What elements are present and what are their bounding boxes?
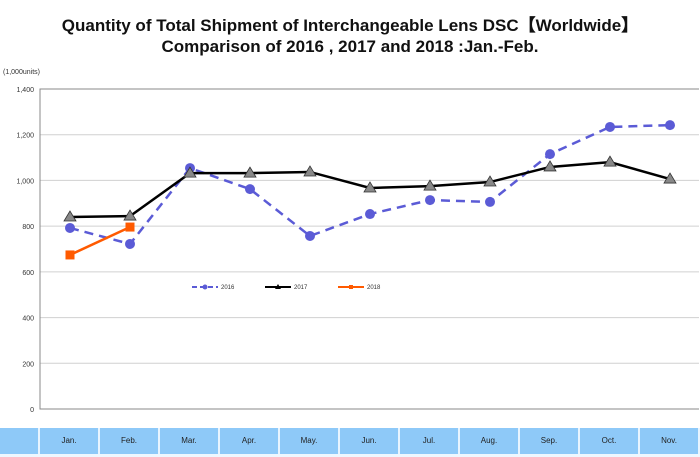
month-header-cell: Aug.	[460, 428, 520, 454]
legend-label-2017: 2017	[294, 285, 308, 291]
data-point-2016	[65, 222, 75, 233]
data-point-2018	[65, 250, 75, 260]
data-point-2017	[423, 179, 437, 191]
y-tick-label: 1,200	[16, 133, 34, 140]
month-header-cell: Jan.	[40, 428, 100, 454]
table-body-strip	[0, 454, 700, 457]
month-header-cell: Nov.	[640, 428, 700, 454]
data-point-2016	[425, 195, 435, 206]
plot-frame	[39, 88, 699, 410]
month-header-cell: Apr.	[220, 428, 280, 454]
data-point-2017	[543, 160, 557, 172]
data-point-2016	[665, 120, 675, 131]
data-point-2017	[123, 209, 137, 221]
data-point-2017	[243, 166, 257, 178]
month-header-cell: Oct.	[580, 428, 640, 454]
month-header-cell: Jul.	[400, 428, 460, 454]
month-header-cell: Sep.	[520, 428, 580, 454]
data-point-2018	[125, 222, 135, 232]
data-point-2017	[483, 175, 497, 187]
y-tick-label: 1,000	[16, 178, 34, 185]
chart-subtitle: Comparison of 2016 , 2017 and 2018 :Jan.…	[161, 37, 539, 56]
month-header-cell: Mar.	[160, 428, 220, 454]
y-tick-label: 1,400	[16, 87, 34, 94]
data-point-2016	[545, 149, 555, 160]
month-header-row: Jan. Feb. Mar. Apr. May. Jun. Jul. Aug. Sep. Oct.…	[0, 428, 700, 454]
y-axis-unit-label: (1,000units)	[3, 69, 40, 76]
legend-marker-2018	[349, 285, 353, 289]
y-tick-label: 600	[22, 270, 34, 277]
legend-marker-2016	[202, 284, 208, 290]
legend-marker-2017	[275, 284, 281, 289]
data-point-2017	[663, 172, 677, 184]
month-header-cell: Feb.	[100, 428, 160, 454]
data-point-2016	[305, 230, 315, 241]
y-tick-label: 200	[22, 361, 34, 368]
data-point-2017	[183, 166, 197, 178]
month-header-cell: Jun.	[340, 428, 400, 454]
line-chart: 0 200 400 600 800 1,000 1,200 1,400 2016 2017 2018	[16, 87, 699, 414]
y-tick-label: 800	[22, 224, 34, 231]
data-point-2016	[485, 196, 495, 207]
legend-label-2016: 2016	[221, 285, 235, 291]
y-tick-label: 400	[22, 316, 34, 323]
data-point-2017	[303, 165, 317, 177]
data-point-2016	[245, 184, 255, 195]
y-tick-label: 0	[30, 407, 34, 414]
data-point-2016	[605, 121, 615, 132]
legend-label-2018: 2018	[367, 285, 381, 291]
data-point-2017	[603, 155, 617, 167]
chart-title: Quantity of Total Shipment of Interchang…	[61, 16, 639, 35]
month-header-cell: May.	[280, 428, 340, 454]
month-header-blank	[0, 428, 40, 454]
data-point-2016	[125, 238, 135, 249]
data-point-2016	[365, 209, 375, 220]
series-line-2018	[69, 225, 131, 257]
data-point-2017	[363, 181, 377, 193]
data-point-2017	[63, 210, 77, 222]
